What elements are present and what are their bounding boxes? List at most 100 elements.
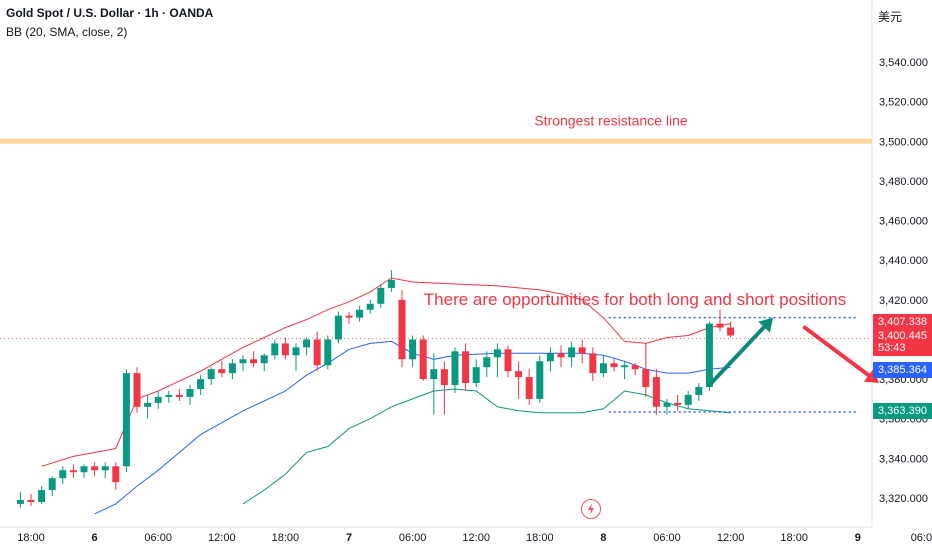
candle-body [48,478,56,491]
candle-body [197,379,205,389]
y-tick-label: 3,340.000 [879,453,928,465]
candle-body [568,347,576,358]
short-arrow-shaft [802,325,871,378]
candle-body [440,369,448,386]
x-tick-label: 06:00 [653,532,681,544]
candle-body [419,339,427,380]
candle-body [38,490,46,502]
candle-body [674,402,682,405]
candle-body [69,470,77,473]
candle-body [684,394,692,405]
opportunity-text: There are opportunities for both long an… [424,290,846,309]
support-level-tag: 3,363.390 [873,403,932,420]
x-tick-label: 18:00 [526,532,554,544]
candle-body [398,299,406,360]
candle-body [483,357,491,368]
bb-lower-band [242,388,731,505]
candle-body [610,363,618,368]
indicator-label[interactable]: BB (20, SMA, close, 2) [6,25,128,39]
y-tick-label: 3,320.000 [879,493,928,505]
y-tick-label: 3,460.000 [879,216,928,228]
lightning-icon[interactable] [581,499,601,519]
x-tick-label: 12:00 [717,532,745,544]
y-tick-label: 3,480.000 [879,176,928,188]
candle-body [186,389,194,397]
long-arrow [707,317,773,388]
short-arrow [802,325,879,384]
candle-body [504,349,512,372]
candle-body [663,402,671,407]
symbol-title[interactable]: Gold Spot / U.S. Dollar · 1h · OANDA [6,6,214,20]
x-tick-label: 18:00 [780,532,808,544]
x-tick-label: 06:00 [399,532,427,544]
candle-body [218,369,226,374]
candle-body [430,369,438,380]
candle-body [599,363,607,374]
y-tick-label: 3,440.000 [879,255,928,267]
candle-body [578,347,586,354]
candle-body [631,365,639,370]
x-tick-label: 8 [600,532,606,544]
candle-body [154,396,162,403]
candle-body [334,315,342,340]
candle-body [228,363,236,374]
x-tick-label: 06:0 [911,532,932,544]
candle-body [705,323,713,388]
short-arrow-head [863,368,879,384]
candle-body [525,377,533,399]
chart-header: Gold Spot / U.S. Dollar · 1h · OANDA BB … [6,6,213,39]
candle-body [133,373,141,407]
long-arrow-head [758,317,773,333]
x-tick-label: 12:00 [462,532,490,544]
candle-body [292,347,300,356]
x-tick-label: 06:00 [144,532,172,544]
bar-countdown-tag: 53:43 [873,340,932,357]
candle-body [451,351,459,386]
candle-body [165,394,173,397]
currency-label[interactable]: 美元 [878,10,903,24]
y-tick-label: 3,500.000 [879,136,928,148]
candle-body [377,287,385,304]
x-tick-label: 6 [92,532,98,544]
candle-body [621,365,629,368]
candle-body [462,351,470,384]
candle-body [695,387,703,395]
candle-body [16,499,24,504]
candle-body [493,349,501,358]
candle-body [101,466,109,471]
candle-body [250,359,258,364]
candle-body [546,353,554,362]
y-tick-label: 3,540.000 [879,57,928,69]
candle-body [144,402,152,407]
candle-body [313,339,321,366]
candle-body [260,355,268,364]
candle-body [727,327,735,336]
current-price-tag: 3,400.445 [873,327,932,344]
last-price-tag: 3,407.338 [873,313,932,330]
x-tick-label: 18:00 [272,532,300,544]
candle-body [409,339,417,360]
candle-body [356,309,364,318]
candle-body [536,361,544,399]
candle-body [281,343,289,356]
candle-body [112,466,120,483]
y-tick-label: 3,420.000 [879,295,928,307]
candle-body [175,394,183,397]
candle-body [716,323,724,328]
x-tick-label: 12:00 [208,532,236,544]
candle-body [345,315,353,318]
candle-body [589,353,597,374]
candle-body [515,371,523,378]
candle-body [27,499,35,502]
bb-basis-tag: 3,385.364 [873,362,932,379]
long-arrow-shaft [707,325,767,388]
candle-body [80,466,88,473]
x-tick-label: 7 [346,532,352,544]
bb-upper-band [41,277,731,467]
candle-body [122,373,130,467]
resistance-label: Strongest resistance line [534,112,688,128]
candle-body [557,353,565,358]
candle-body [59,470,67,479]
